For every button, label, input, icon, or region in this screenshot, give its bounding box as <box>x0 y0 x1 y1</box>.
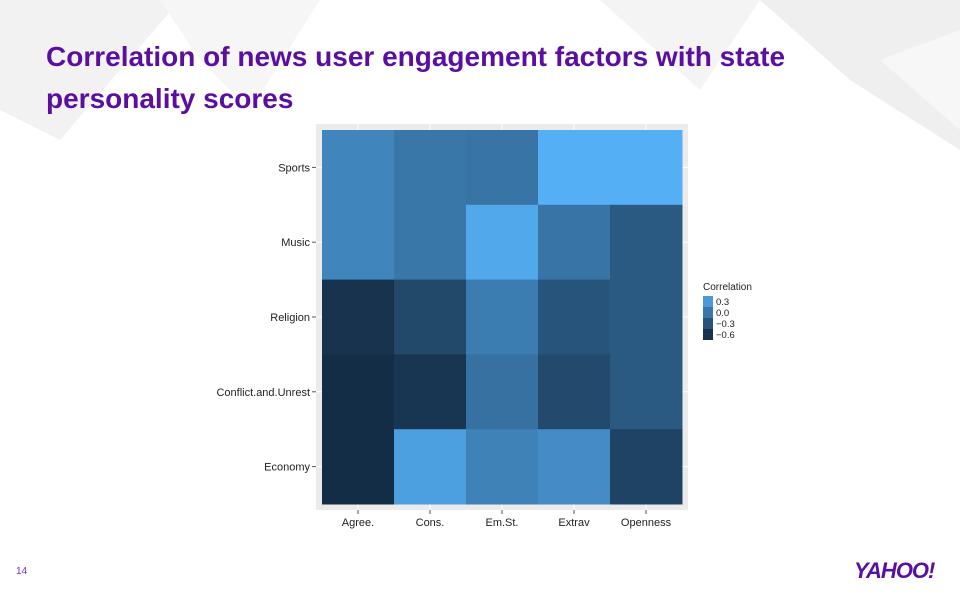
heatmap-cell <box>466 429 539 505</box>
y-tick-label: Music <box>281 237 310 249</box>
heatmap-cell <box>322 204 395 281</box>
legend-swatch <box>703 329 713 340</box>
heatmap-cell <box>538 204 611 281</box>
heatmap-cell <box>466 279 539 355</box>
heatmap-cell <box>322 354 395 430</box>
heatmap-cell <box>394 279 467 355</box>
heatmap-cell <box>394 354 467 430</box>
yahoo-logo: YAHOO! <box>854 558 935 583</box>
heatmap-cell <box>610 354 683 430</box>
heatmap-cell <box>538 130 611 206</box>
heatmap-cell <box>610 204 683 281</box>
heatmap-cell <box>394 429 467 505</box>
x-tick-label: Em.St. <box>485 517 518 529</box>
y-tick-label: Sports <box>278 162 310 174</box>
heatmap-cell <box>322 130 395 206</box>
heatmap-cell <box>322 429 395 505</box>
legend-label: −0.3 <box>716 319 735 330</box>
y-tick-label: Religion <box>270 312 310 324</box>
legend-title: Correlation <box>703 282 752 293</box>
heatmap-cell <box>466 204 539 281</box>
heatmap-cell <box>610 130 683 206</box>
heatmap-cell <box>538 354 611 430</box>
heatmap-cell <box>610 429 683 505</box>
heatmap-cell <box>610 279 683 355</box>
x-tick-label: Openness <box>621 517 672 529</box>
legend-swatch <box>703 307 713 318</box>
x-tick-label: Extrav <box>558 517 590 529</box>
y-tick-label: Economy <box>264 462 310 474</box>
page-number: 14 <box>16 566 28 577</box>
x-tick-label: Agree. <box>342 517 374 529</box>
heatmap-cell <box>538 279 611 355</box>
heatmap-cell <box>394 130 467 206</box>
legend-swatch <box>703 318 713 329</box>
heatmap-cell <box>466 130 539 206</box>
heatmap-cell <box>394 204 467 281</box>
heatmap-cell <box>322 279 395 355</box>
legend-label: 0.0 <box>716 308 729 319</box>
legend-swatch <box>703 296 713 307</box>
legend-label: 0.3 <box>716 297 729 308</box>
legend-label: −0.6 <box>716 330 735 341</box>
x-tick-label: Cons. <box>416 517 445 529</box>
heatmap-cell <box>466 354 539 430</box>
heatmap-chart: Sports Music Religion Conflict.and.Unrest Ec… <box>216 124 752 529</box>
slide-title: Correlation of news user engagement fact… <box>46 41 786 114</box>
heatmap-cell <box>538 429 611 505</box>
y-tick-label: Conflict.and.Unrest <box>216 387 310 399</box>
